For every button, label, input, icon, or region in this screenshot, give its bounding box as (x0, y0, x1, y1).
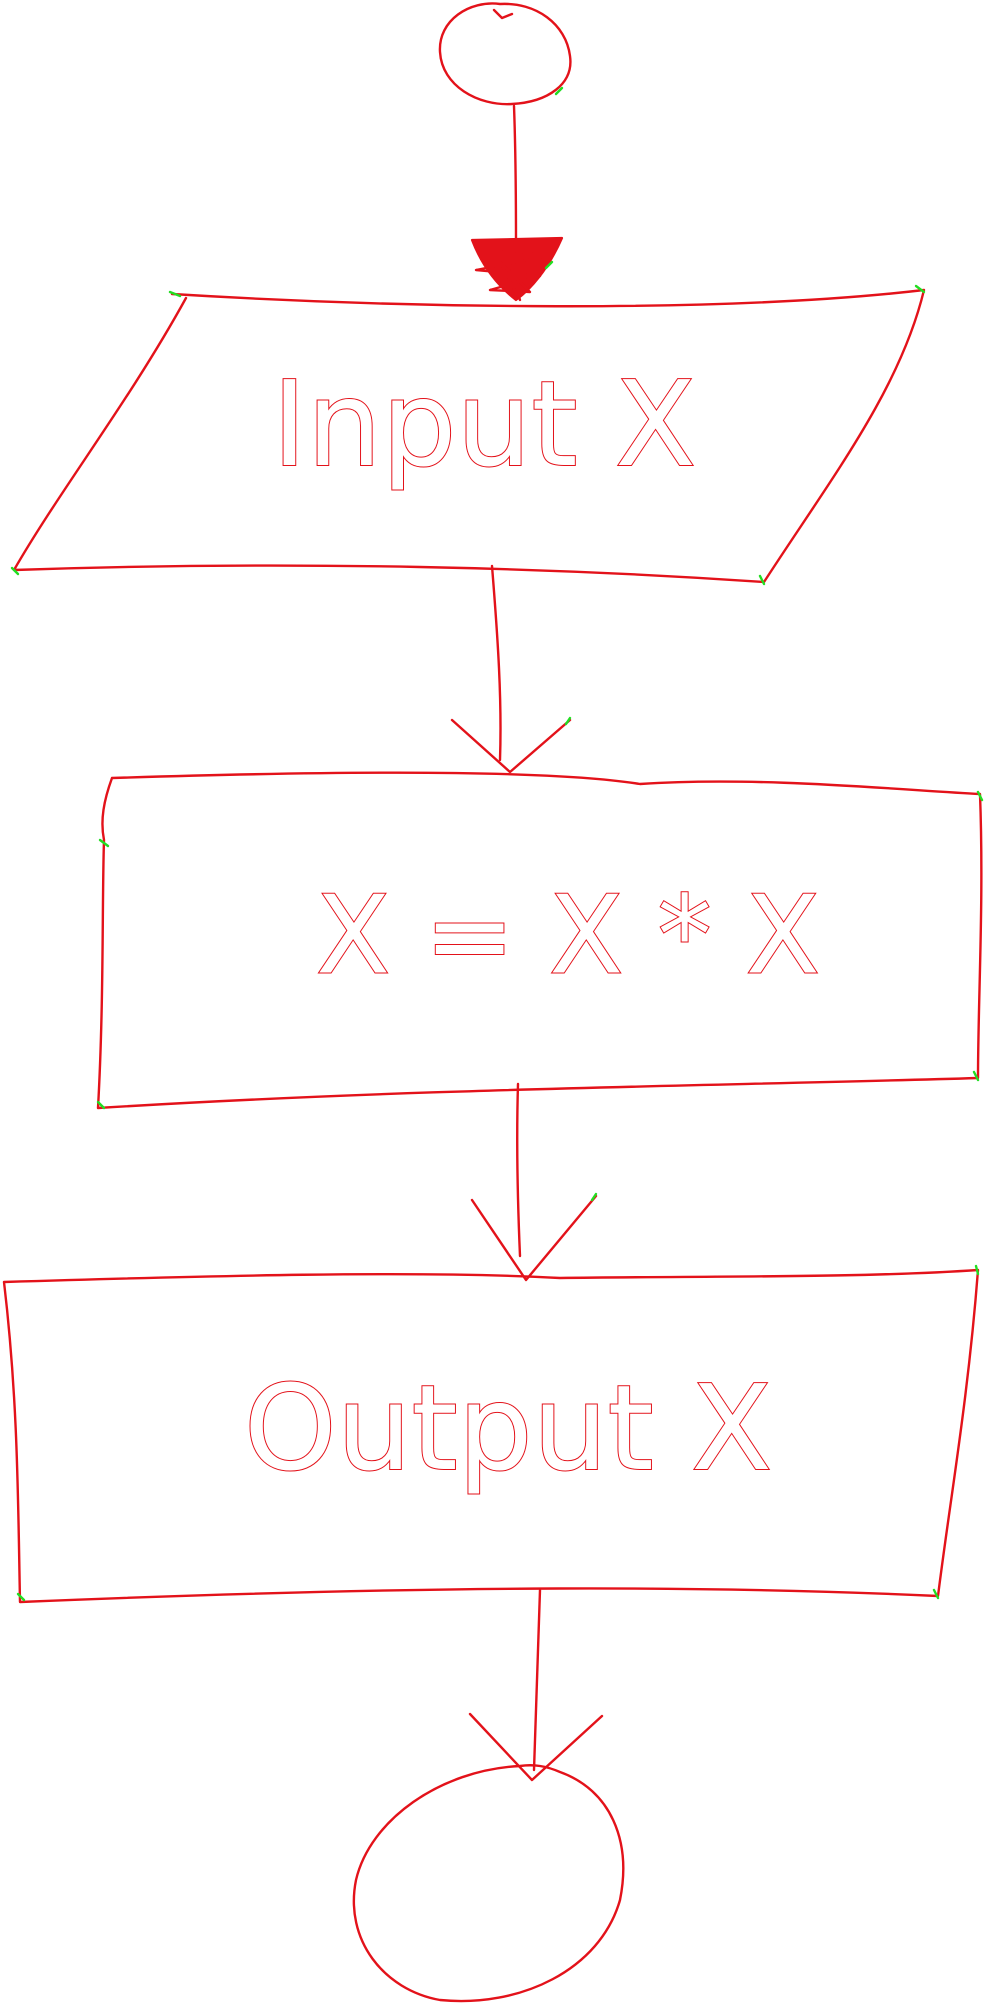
start-circle (438, 2, 572, 106)
edge-input-to-process (450, 564, 572, 774)
output-rectangle (2, 1268, 980, 1604)
start-node (438, 2, 572, 106)
open-arrowhead (470, 1194, 598, 1282)
open-arrowhead (450, 718, 572, 774)
input-label: Input X (272, 355, 696, 493)
process-rectangle (96, 771, 983, 1110)
connector-line (515, 1082, 522, 1258)
output-node: Output X (2, 1264, 980, 1604)
edge-start-to-input (470, 104, 564, 302)
connector-line (490, 564, 502, 762)
connector-line (512, 104, 518, 246)
open-arrowhead (468, 1712, 604, 1782)
connector-line (532, 1588, 542, 1772)
arrowhead-scribble (474, 244, 554, 302)
end-node (352, 1764, 625, 2003)
output-label: Output X (244, 1359, 772, 1497)
filled-arrowhead (470, 236, 564, 302)
stroke-tip (554, 86, 564, 96)
process-node: X = X * X (96, 771, 984, 1110)
process-label: X = X * X (316, 874, 820, 999)
end-circle (352, 1764, 625, 2003)
input-node: Input X (10, 284, 926, 586)
edge-process-to-output (470, 1082, 598, 1282)
edge-output-to-end (468, 1588, 604, 1782)
